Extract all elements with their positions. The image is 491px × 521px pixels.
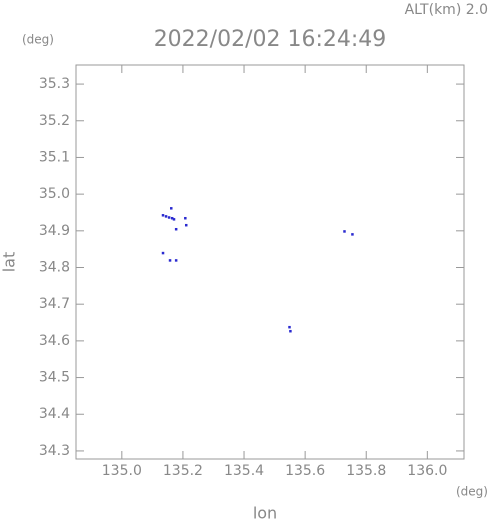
- y-tick-label: 34.6: [39, 333, 70, 349]
- point: [174, 259, 178, 262]
- x-tick-label: 135.4: [224, 463, 264, 479]
- y-unit: (deg): [22, 33, 54, 47]
- x-tick-label: 135.2: [163, 463, 203, 479]
- point: [289, 329, 292, 333]
- y-tick-label: 35.1: [39, 149, 70, 165]
- y-tick-label: 34.5: [39, 370, 70, 386]
- y-tick-label: 34.4: [39, 406, 70, 422]
- x-tick-label: 135.0: [102, 463, 142, 479]
- x-axis-label: lon: [253, 504, 277, 521]
- point: [288, 325, 291, 329]
- point: [161, 251, 165, 255]
- point: [170, 216, 174, 220]
- point: [172, 218, 176, 221]
- point: [170, 207, 173, 210]
- x-tick-label: 135.6: [285, 463, 325, 479]
- y-tick-label: 35.3: [39, 76, 70, 92]
- x-tick-label: 136.0: [407, 463, 447, 479]
- point: [184, 223, 188, 227]
- x-unit: (deg): [456, 485, 488, 499]
- point: [167, 216, 171, 219]
- y-tick-label: 34.8: [39, 260, 70, 276]
- y-tick-label: 35.2: [39, 113, 70, 129]
- point: [161, 214, 165, 217]
- annotation: ALT(km) 2.0: [405, 2, 488, 18]
- y-tick-label: 35.0: [39, 186, 70, 202]
- plot-frame: [75, 64, 465, 460]
- chart-title: 2022/02/02 16:24:49: [154, 27, 387, 52]
- point: [164, 215, 168, 218]
- x-tick-label: 135.8: [346, 463, 386, 479]
- point: [174, 227, 178, 231]
- y-tick-label: 34.9: [39, 223, 70, 239]
- y-axis-label: lat: [0, 252, 19, 273]
- y-tick-label: 34.3: [39, 443, 70, 459]
- point: [168, 259, 172, 262]
- point: [351, 233, 354, 236]
- point: [343, 230, 346, 233]
- y-tick-label: 34.7: [39, 296, 70, 312]
- point: [184, 216, 187, 220]
